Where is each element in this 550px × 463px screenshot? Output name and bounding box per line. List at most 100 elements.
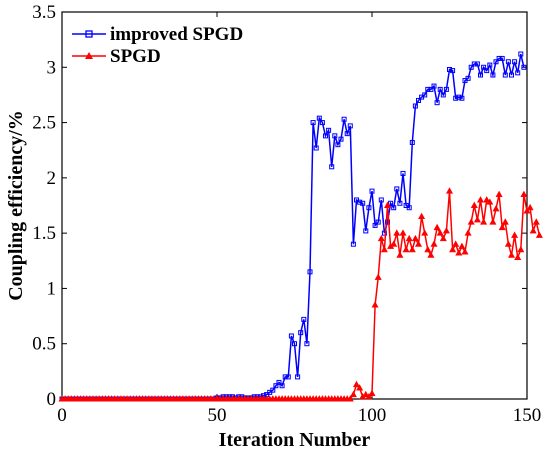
y-tick-label: 1.5 [32,223,56,244]
data-point [428,86,434,92]
data-point [442,227,450,234]
data-point [349,390,357,398]
data-point [270,387,276,393]
data-point [377,234,385,242]
data-point [521,64,527,70]
data-point [347,123,353,129]
data-point [316,115,322,121]
data-point [366,205,372,211]
data-point [422,92,428,98]
data-point [480,218,488,225]
data-point [282,374,288,380]
data-point [388,200,394,206]
legend-label-improved-spgd: improved SPGD [110,24,243,45]
data-point [381,230,387,236]
data-point [412,103,418,109]
data-point [394,186,400,192]
data-point [455,249,463,256]
data-point [378,197,384,203]
data-point [495,190,503,197]
data-point [499,55,505,61]
data-point [483,196,491,203]
y-tick-label: 0.5 [32,334,56,355]
data-point [418,212,426,220]
data-point [357,199,363,205]
legend-marker-improved-spgd [85,30,93,38]
data-point [514,253,522,260]
series-layer [58,51,543,402]
data-point [511,231,519,238]
data-point [430,240,438,247]
data-point [458,242,466,249]
data-point [476,196,485,203]
data-point [425,86,431,92]
data-point [304,341,310,347]
data-point [436,229,444,236]
data-point [523,207,531,214]
data-point [352,380,361,388]
data-point [461,248,469,255]
data-point [402,245,410,253]
data-point [285,374,291,380]
data-point [490,72,496,78]
data-point [471,61,477,67]
data-point [292,341,297,347]
axis-ticks: 0 50 100 150 0 0.5 1 1.5 2 2.5 3 3.5 [32,2,541,426]
data-point [526,203,534,211]
data-point [505,59,511,65]
data-point [518,51,524,57]
data-point [487,62,493,68]
y-axis-label: Coupling efficiency/% [5,110,27,301]
data-point [465,75,471,81]
y-tick-label: 2 [47,168,57,189]
data-point [481,64,487,70]
data-point [307,269,313,275]
data-point [393,229,401,236]
data-point [319,120,325,126]
data-point [360,200,366,206]
data-point [380,245,388,253]
x-tick-label: 50 [208,405,227,426]
data-point [493,59,499,65]
data-point [416,97,421,103]
data-point [356,384,364,391]
data-point [459,95,465,101]
data-point [452,240,460,247]
data-point [310,120,316,126]
data-point [470,201,478,208]
data-point [369,188,375,194]
data-point [498,223,506,231]
data-point [449,245,457,253]
data-point [397,200,403,206]
data-point [276,379,282,385]
data-point [434,100,440,106]
data-point [520,190,528,197]
data-point [529,227,537,234]
data-point [391,205,397,211]
data-point [400,170,406,176]
data-point [464,229,472,236]
y-tick-label: 1 [47,278,57,299]
data-point [329,164,335,170]
legend-marker-spgd [85,52,93,59]
data-point [532,218,540,225]
data-point [489,218,497,225]
data-point [456,94,462,100]
data-point [440,92,446,98]
data-point [375,219,381,225]
data-point [473,216,481,223]
data-point [468,64,474,70]
data-point [399,229,407,236]
data-point [383,201,392,208]
y-tick-label: 2.5 [32,113,56,134]
data-point [346,395,354,402]
y-tick-label: 0 [47,389,57,410]
data-point [504,240,512,247]
data-point [365,392,373,400]
data-point [427,251,435,258]
data-point [509,72,514,78]
legend-label-spgd: SPGD [110,46,161,67]
data-point [535,231,543,238]
